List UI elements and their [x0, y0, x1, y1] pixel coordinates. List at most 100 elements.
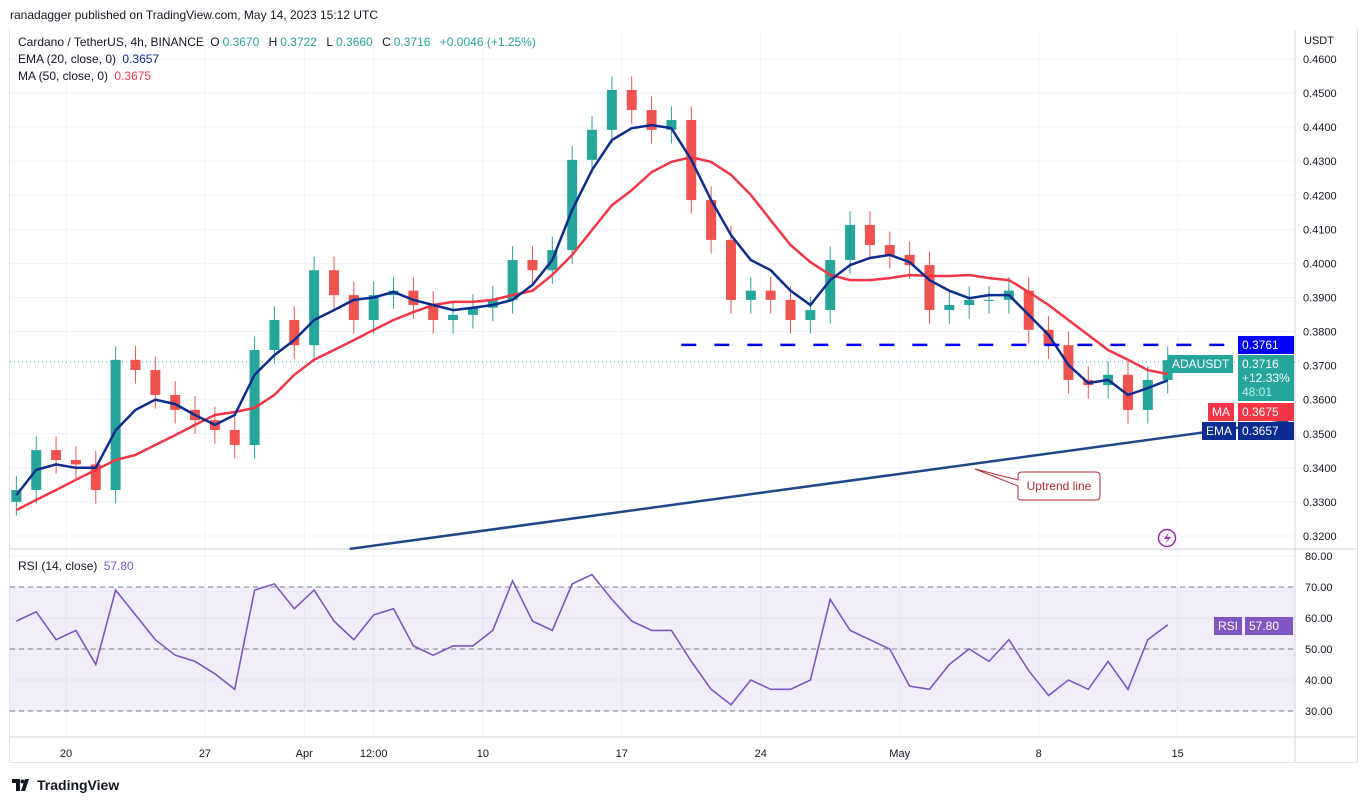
- price-tick-label: 0.4600: [1303, 54, 1337, 66]
- candle: [130, 346, 141, 384]
- candle-body: [408, 290, 419, 305]
- ma-legend[interactable]: MA (50, close, 0) 0.3675: [18, 69, 154, 83]
- last-price: 0.3716: [1242, 357, 1279, 371]
- rsi-tick-label: 40.00: [1305, 675, 1333, 687]
- price-tick-label: 0.4100: [1303, 224, 1337, 236]
- candle: [864, 211, 875, 259]
- rsi-tick-label: 60.00: [1305, 613, 1333, 625]
- candle-body: [924, 265, 935, 311]
- candle-body: [130, 359, 141, 371]
- time-tick-label: 10: [477, 748, 489, 760]
- candle-body: [1023, 290, 1034, 330]
- candle-body: [825, 260, 836, 311]
- candle-body: [51, 450, 62, 461]
- candles: [11, 76, 1173, 516]
- rsi-legend[interactable]: RSI (14, close) 57.80: [18, 559, 137, 573]
- candle-body: [725, 239, 736, 300]
- candle-body: [745, 290, 756, 300]
- candle-body: [348, 295, 359, 320]
- candle-body: [507, 260, 518, 300]
- ma50-line[interactable]: [15, 155, 1168, 512]
- time-axis-labels[interactable]: 20 27 Apr 12:00 10 17 24 May 8 15: [60, 748, 1184, 760]
- candle-body: [289, 319, 300, 346]
- candle: [368, 281, 379, 334]
- candle: [328, 256, 339, 309]
- candle: [845, 211, 856, 274]
- candle-body: [11, 489, 22, 502]
- time-tick-label: Apr: [296, 748, 313, 760]
- candle-body: [90, 464, 101, 490]
- rsi-value: 57.80: [103, 559, 134, 573]
- candle: [725, 226, 736, 314]
- candle: [1162, 346, 1173, 394]
- price-tick-label: 0.3400: [1303, 463, 1337, 475]
- candle: [1063, 331, 1074, 394]
- chart-frame: [9, 29, 1358, 763]
- candle-body: [448, 314, 459, 320]
- price-axis-ticks[interactable]: 0.4600 0.4500 0.4400 0.4300 0.4200 0.4100 0.40…: [1303, 54, 1337, 543]
- candle: [964, 286, 975, 319]
- ma-label: MA (50, close, 0): [18, 69, 109, 83]
- candle: [1142, 366, 1153, 424]
- candle: [51, 436, 62, 474]
- candle-body: [328, 270, 339, 296]
- time-tick-label: 27: [199, 748, 211, 760]
- candle-body: [1162, 360, 1173, 380]
- rsi-axis-ticks[interactable]: 80.00 70.00 60.00 50.00 40.00 30.00: [1305, 551, 1333, 718]
- uptrend-line[interactable]: [349, 419, 1289, 551]
- candle-body: [1063, 345, 1074, 380]
- candle: [984, 286, 995, 314]
- candle-body: [646, 110, 657, 130]
- candle-body: [626, 90, 637, 111]
- close-label: C: [382, 35, 391, 49]
- price-tick-label: 0.3800: [1303, 327, 1337, 339]
- candle-body: [170, 394, 181, 410]
- candle-body: [765, 290, 776, 300]
- price-tick-label: 0.3600: [1303, 395, 1337, 407]
- low-value: 0.3660: [336, 35, 373, 49]
- candle: [1043, 316, 1054, 359]
- change-value: +0.0046 (+1.25%): [439, 35, 536, 49]
- candle-body: [785, 299, 796, 320]
- candle: [606, 76, 617, 144]
- candle-body: [864, 224, 875, 246]
- candle: [944, 291, 955, 324]
- candle-body: [309, 270, 320, 346]
- candle: [309, 256, 320, 359]
- candle-body: [904, 254, 915, 266]
- price-unit: USDT: [1304, 35, 1334, 47]
- candle: [1122, 361, 1133, 424]
- tradingview-logo-icon: [12, 779, 29, 791]
- candle-body: [269, 319, 280, 350]
- candle: [884, 231, 895, 269]
- rsi-label: RSI (14, close): [18, 559, 98, 573]
- rsi-line[interactable]: [16, 573, 1169, 706]
- candle-body: [110, 359, 121, 490]
- candle-body: [606, 90, 617, 130]
- candle: [805, 296, 816, 334]
- lightning-icon[interactable]: [1157, 528, 1177, 548]
- candle: [785, 286, 796, 334]
- tradingview-logo[interactable]: TradingView: [12, 777, 119, 793]
- rsi-tick-label: 50.00: [1305, 644, 1333, 656]
- candle: [428, 291, 439, 334]
- candle-body: [249, 349, 260, 446]
- candle: [90, 450, 101, 504]
- candle-body: [884, 245, 895, 255]
- candle-body: [805, 310, 816, 320]
- candle: [527, 246, 538, 284]
- candle: [587, 116, 598, 174]
- close-group: C 0.3716: [382, 35, 433, 49]
- candle-body: [428, 304, 439, 320]
- rsi-tick-label: 80.00: [1305, 551, 1333, 563]
- ema-legend[interactable]: EMA (20, close, 0) 0.3657: [18, 52, 162, 66]
- annotation-callout[interactable]: [974, 468, 1101, 501]
- candle-body: [1122, 374, 1133, 410]
- candle: [110, 346, 121, 504]
- ema20-line[interactable]: [15, 123, 1169, 496]
- candle: [904, 241, 915, 279]
- ema-label: EMA (20, close, 0): [18, 52, 117, 66]
- candle: [448, 301, 459, 334]
- candle: [646, 96, 657, 144]
